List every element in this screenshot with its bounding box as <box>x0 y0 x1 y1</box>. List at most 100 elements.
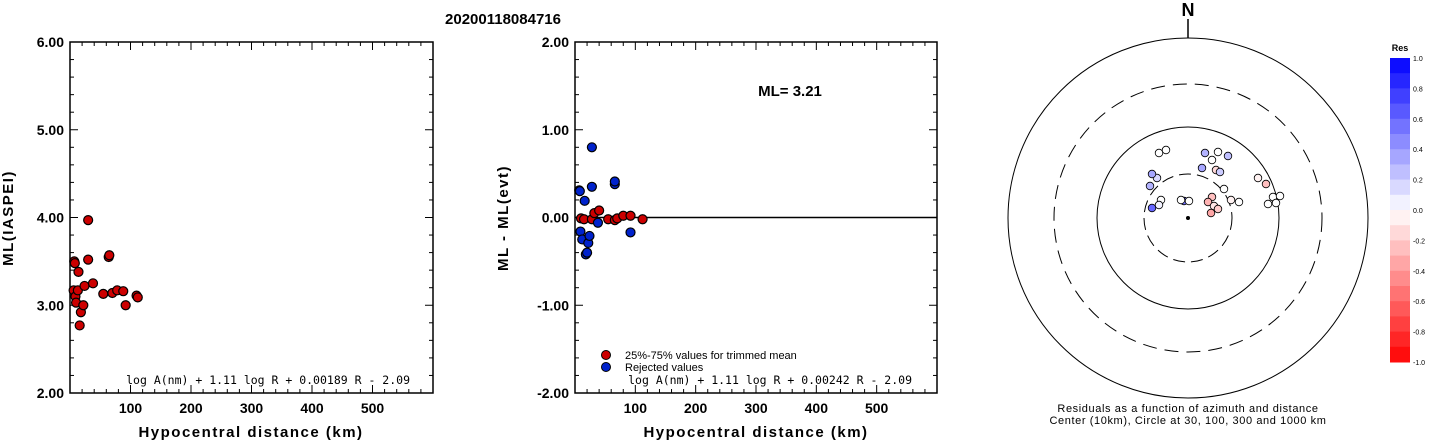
station-point <box>1253 173 1263 183</box>
legend-marker-rejected <box>601 362 611 372</box>
data-point <box>574 186 585 197</box>
points-1 <box>68 215 143 331</box>
colorbar-cell <box>1390 255 1410 272</box>
station-point <box>1197 163 1207 173</box>
station-point <box>1223 151 1233 161</box>
station-point <box>1263 199 1273 209</box>
station-point <box>1226 195 1236 205</box>
station-point <box>1200 148 1210 158</box>
data-point <box>625 227 636 238</box>
legend-label-trimmed: 25%-75% values for trimmed mean <box>625 350 797 362</box>
data-point <box>584 230 595 242</box>
station-point <box>1234 197 1244 207</box>
colorbar <box>1390 58 1410 363</box>
y-axis-label-2: ML - ML(evt) <box>495 165 512 271</box>
station-points <box>1145 145 1285 218</box>
x-tick-label: 400 <box>300 400 324 416</box>
colorbar-tick-label: -0.6 <box>1413 299 1425 306</box>
colorbar-cell <box>1390 194 1410 211</box>
colorbar-tick-label: -0.2 <box>1413 238 1425 245</box>
colorbar-tick-label: -1.0 <box>1413 360 1425 367</box>
x-axis-label-2: Hypocentral distance (km) <box>643 424 868 441</box>
legend-label-rejected: Rejected values <box>625 362 704 374</box>
formula-2: log A(nm) + 1.11 log R + 0.00242 R - 2.0… <box>628 373 912 387</box>
data-point <box>78 300 89 311</box>
y-tick-label: 1.00 <box>542 122 569 138</box>
x-tick-label: 400 <box>805 400 829 416</box>
colorbar-cell <box>1390 164 1410 181</box>
colorbar-cell <box>1390 240 1410 257</box>
y-tick-label: 2.00 <box>37 385 64 401</box>
data-point <box>74 320 85 331</box>
station-point <box>1206 208 1216 218</box>
station-point <box>1184 196 1194 206</box>
colorbar-cell <box>1390 88 1410 105</box>
station-point <box>1275 191 1285 201</box>
data-point <box>73 266 84 278</box>
data-point <box>586 181 597 192</box>
data-point <box>118 286 129 297</box>
x-tick-label: 200 <box>179 400 203 416</box>
x-tick-label: 200 <box>684 400 708 416</box>
x-tick-label: 500 <box>361 400 385 416</box>
caption-line-1: Residuals as a function of azimuth and d… <box>1057 403 1318 415</box>
ring-1000km <box>1007 37 1369 399</box>
colorbar-cell <box>1390 270 1410 287</box>
ticks-2: 100 200 300 400 500 -2.00 -1.00 0.00 1.00 2.00 <box>537 34 938 416</box>
data-point <box>637 214 648 225</box>
station-point <box>1203 197 1213 207</box>
data-point <box>104 250 115 261</box>
formula-1: log A(nm) + 1.11 log R + 0.00189 R - 2.0… <box>126 373 410 387</box>
colorbar-ticks: 1.0 0.8 0.6 0.4 0.2 0.0 -0.2 -0.4 -0.6 -0.8 -1.0 <box>1413 56 1425 367</box>
x-tick-label: 300 <box>240 400 264 416</box>
ml-annotation: ML= 3.21 <box>758 83 822 100</box>
x-tick-label: 300 <box>744 400 768 416</box>
points-2 <box>574 142 648 260</box>
data-point <box>579 195 590 206</box>
station-point <box>1145 181 1155 191</box>
data-point <box>120 300 131 311</box>
colorbar-cell <box>1390 134 1410 150</box>
station-point <box>1176 195 1186 205</box>
station-point <box>1161 145 1171 155</box>
colorbar-cell <box>1390 225 1410 241</box>
data-point <box>87 278 99 289</box>
plot-frame-1 <box>69 41 434 394</box>
legend-marker-trimmed <box>601 350 611 360</box>
data-point <box>98 288 109 299</box>
station-point <box>1213 204 1223 214</box>
colorbar-title: Res <box>1392 43 1409 53</box>
colorbar-tick-label: 0.4 <box>1413 147 1423 154</box>
colorbar-cell <box>1390 301 1410 317</box>
colorbar-cell <box>1390 210 1410 226</box>
data-point <box>132 292 143 303</box>
epicenter-marker <box>1186 216 1190 220</box>
station-point <box>1219 184 1229 194</box>
data-point <box>586 142 597 153</box>
colorbar-cell <box>1390 331 1410 348</box>
ring-30km <box>1143 173 1233 263</box>
ring-100km <box>1096 126 1280 310</box>
colorbar-tick-label: -0.4 <box>1413 269 1425 276</box>
station-point <box>1147 169 1157 179</box>
data-point <box>69 258 80 269</box>
colorbar-cell <box>1390 179 1410 196</box>
y-tick-label: 3.00 <box>37 297 64 313</box>
colorbar-tick-label: 0.8 <box>1413 86 1423 93</box>
station-point <box>1213 147 1223 157</box>
colorbar-tick-label: -0.8 <box>1413 330 1425 337</box>
data-point <box>581 247 593 258</box>
x-tick-label: 100 <box>624 400 648 416</box>
y-tick-label: -1.00 <box>537 297 569 313</box>
data-point <box>625 210 636 221</box>
station-point <box>1271 198 1281 208</box>
colorbar-tick-label: 0.2 <box>1413 178 1423 185</box>
station-point <box>1154 148 1164 158</box>
panel-polar-residuals: N Residuals as a function of azimuth and… <box>1007 0 1425 427</box>
y-axis-label-1: ML(IASPEI) <box>0 170 17 266</box>
station-point <box>1147 203 1157 213</box>
y-tick-label: 4.00 <box>37 210 64 226</box>
y-tick-label: 5.00 <box>37 122 64 138</box>
north-label: N <box>1182 0 1195 20</box>
